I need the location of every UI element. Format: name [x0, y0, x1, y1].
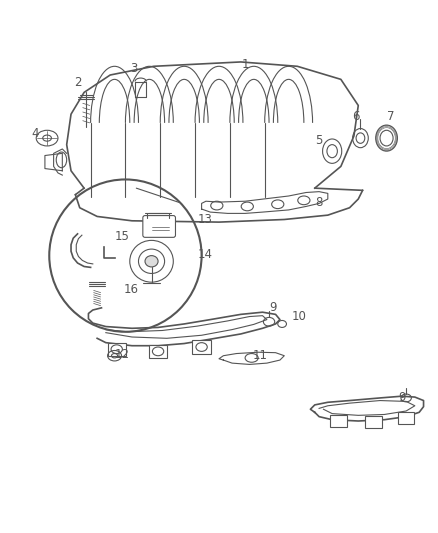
- Text: 15: 15: [115, 230, 130, 244]
- Text: 6: 6: [352, 110, 360, 123]
- Text: 7: 7: [387, 110, 395, 123]
- Text: 12: 12: [115, 348, 130, 361]
- Text: 9: 9: [270, 301, 277, 314]
- Text: 9: 9: [398, 391, 406, 405]
- Bar: [149, 345, 167, 358]
- Bar: [365, 416, 382, 428]
- Text: 3: 3: [131, 62, 138, 75]
- Text: 1: 1: [241, 58, 249, 70]
- Bar: [398, 412, 414, 424]
- Text: 5: 5: [315, 134, 323, 147]
- Text: 16: 16: [124, 282, 138, 296]
- Ellipse shape: [111, 345, 122, 353]
- Text: 8: 8: [315, 196, 323, 208]
- Text: 2: 2: [74, 76, 81, 90]
- Text: 11: 11: [253, 349, 268, 362]
- FancyBboxPatch shape: [143, 215, 176, 237]
- Text: 10: 10: [292, 310, 307, 323]
- Bar: [192, 341, 211, 353]
- Bar: [108, 343, 126, 356]
- Ellipse shape: [145, 256, 158, 267]
- Bar: [330, 415, 347, 427]
- Ellipse shape: [196, 343, 207, 351]
- Text: 14: 14: [198, 248, 212, 261]
- Ellipse shape: [152, 347, 164, 356]
- Text: 13: 13: [198, 213, 212, 226]
- Text: 4: 4: [32, 127, 39, 140]
